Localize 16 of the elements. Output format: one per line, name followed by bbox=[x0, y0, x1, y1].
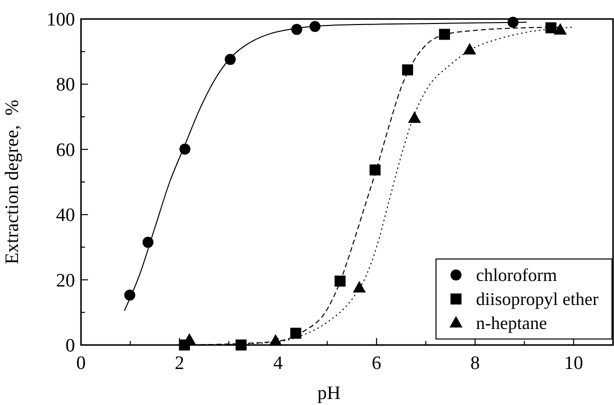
y-tick-label: 40 bbox=[56, 205, 75, 226]
legend-label: diisopropyl ether bbox=[476, 289, 598, 309]
x-tick-label: 6 bbox=[372, 353, 382, 374]
x-tick-label: 2 bbox=[174, 353, 184, 374]
x-tick-label: 10 bbox=[564, 353, 584, 374]
y-tick-label: 100 bbox=[46, 10, 75, 30]
x-tick-label: 4 bbox=[273, 353, 284, 374]
x-axis-title: pH bbox=[317, 383, 341, 404]
y-axis-title: Extraction degree, % bbox=[2, 100, 23, 264]
y-tick-label: 60 bbox=[56, 140, 75, 161]
legend-label: chloroform bbox=[476, 265, 557, 285]
y-tick-label: 80 bbox=[56, 74, 75, 96]
legend-label: n-heptane bbox=[476, 313, 547, 333]
y-tick-label: 0 bbox=[66, 336, 75, 356]
x-tick-label: 8 bbox=[470, 353, 480, 374]
y-tick-label: 20 bbox=[56, 270, 75, 292]
